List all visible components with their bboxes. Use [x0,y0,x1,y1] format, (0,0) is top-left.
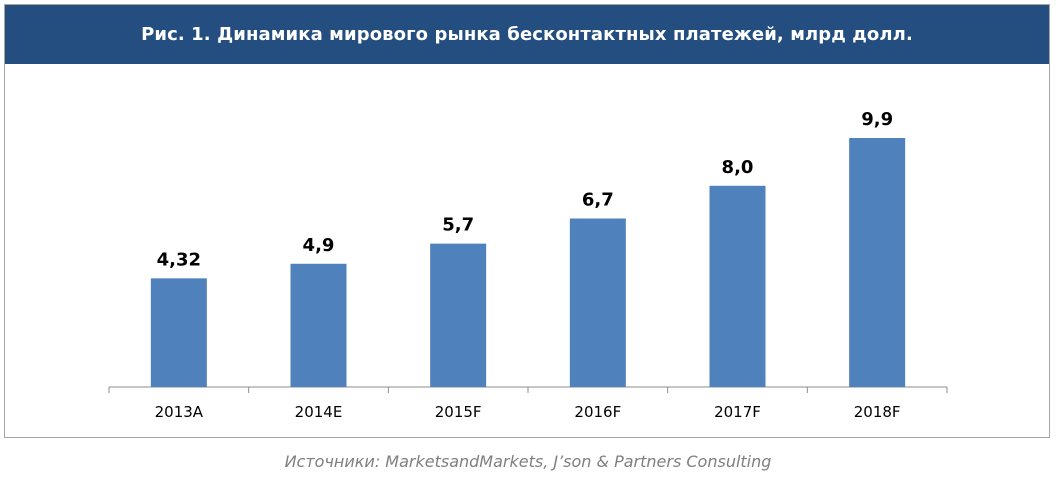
bar-2017F [709,185,766,387]
data-label: 9,9 [861,109,893,130]
data-label: 4,32 [157,249,201,270]
bar-2015F [430,243,487,387]
x-tick-label: 2016F [574,403,621,421]
x-tick-label: 2014E [295,403,343,421]
data-label: 5,7 [442,215,474,236]
chart-title: Рис. 1. Динамика мирового рынка бесконта… [5,5,1049,64]
x-tick-label: 2017F [714,403,761,421]
source-note: Источники: MarketsandMarkets, J’son & Pa… [284,452,772,471]
x-tick-label: 2015F [435,403,482,421]
data-label: 6,7 [582,189,614,210]
x-tick-label: 2018F [854,403,901,421]
bar-2014E [290,263,347,387]
data-label: 8,0 [722,157,754,178]
x-tick-label: 2013A [155,403,204,421]
bar-2016F [569,218,626,387]
bar-2013A [150,278,207,387]
bar-2018F [849,138,906,387]
bar-chart: 4,32 2013A 4,9 2014E 5,7 2015F 6,7 2016F 8,0 2017… [108,109,948,421]
data-label: 4,9 [303,235,335,256]
